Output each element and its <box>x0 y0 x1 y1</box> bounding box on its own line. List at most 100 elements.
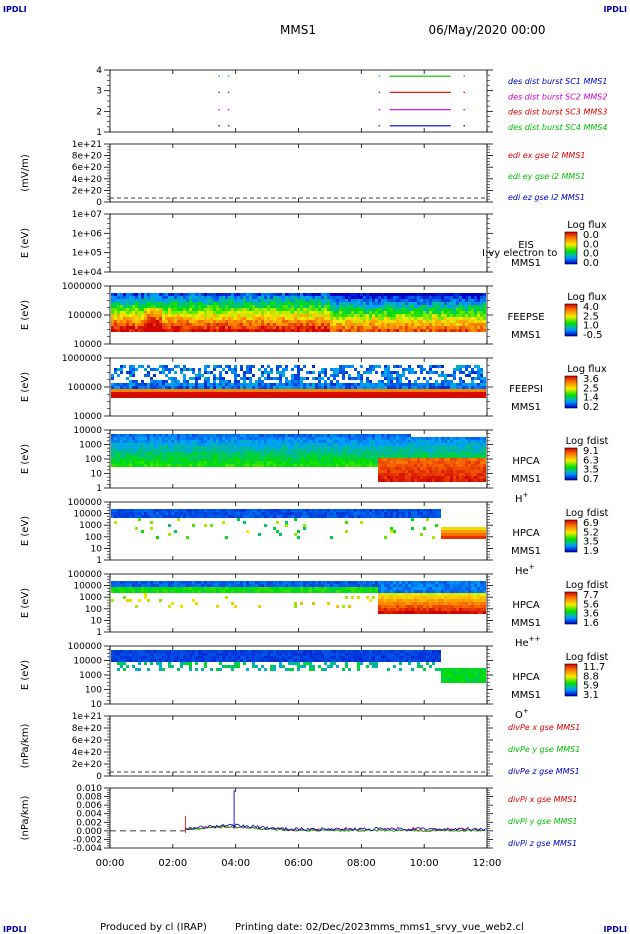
hpca-h-panel-cell <box>291 449 294 452</box>
hpca-he-panel-cell <box>192 512 195 515</box>
feepse-panel-cell <box>237 314 240 317</box>
feepse-panel-cell <box>111 296 114 299</box>
feepsi-panel-cell <box>423 368 426 371</box>
hpca-he-panel-cell <box>315 512 318 515</box>
feepse-panel-cell <box>399 305 402 308</box>
feepsi-panel-cell <box>480 374 483 377</box>
hpca-h-panel-cell <box>264 455 267 458</box>
feepse-panel-cell <box>141 311 144 314</box>
feepse-panel-cell <box>111 293 114 296</box>
feepsi-panel-cell <box>276 395 279 398</box>
feepsi-panel-cell <box>471 368 474 371</box>
hpca-h-panel-cell <box>195 443 198 446</box>
hpca-h-panel-cell <box>123 434 126 437</box>
hpca-h-panel-cell <box>309 452 312 455</box>
feepsi-panel-cell <box>183 365 186 368</box>
feepse-panel-cell <box>402 320 405 323</box>
hpca-he-panel-cell <box>288 515 291 518</box>
hpca-h-panel-cell <box>201 461 204 464</box>
feepse-panel-cell <box>468 320 471 323</box>
feepse-panel-cell <box>360 329 363 332</box>
hpca-he-panel-cell <box>390 509 393 512</box>
hpca-h-panel-cell <box>291 446 294 449</box>
feepsi-panel-cell <box>141 386 144 389</box>
feepse-panel-cell <box>156 296 159 299</box>
hpca-h-panel-cell <box>447 473 450 476</box>
feepse-panel-cell <box>471 323 474 326</box>
hpca-h-panel-cell <box>339 446 342 449</box>
feepsi-panel-cell <box>213 377 216 380</box>
feepse-panel-cell <box>309 317 312 320</box>
feepsi-panel-cell <box>447 392 450 395</box>
hpca-h-panel-cell <box>429 464 432 467</box>
edi-panel-ylabel: (mV/m) <box>20 154 31 192</box>
hpca-h-panel-cell <box>447 476 450 479</box>
hpca-h-panel-cell <box>249 458 252 461</box>
feepsi-panel-cell <box>372 386 375 389</box>
hpca-h-panel-cell <box>366 449 369 452</box>
hpca-h-panel-cell <box>180 461 183 464</box>
feepsi-panel-cell <box>141 389 144 392</box>
feepse-panel-cell <box>444 305 447 308</box>
hpca-h-panel-cell <box>258 446 261 449</box>
feepse-panel-cell <box>207 308 210 311</box>
feepsi-panel-cell <box>285 383 288 386</box>
feepse-panel-cell <box>243 305 246 308</box>
feepsi-panel-cell <box>381 389 384 392</box>
hpca-h-panel-cell <box>237 458 240 461</box>
hpca-he-panel-cell <box>138 509 141 512</box>
hpca-h-panel-cell <box>378 479 381 482</box>
hpca-h-panel-cell <box>177 461 180 464</box>
feepsi-panel-cell <box>141 380 144 383</box>
hpca-he-panel-cell <box>228 509 231 512</box>
hpca-he-panel-cell <box>264 515 267 518</box>
feepse-panel-cell <box>282 329 285 332</box>
feepsi-panel-cell <box>471 380 474 383</box>
feepse-panel-cell <box>204 293 207 296</box>
feepse-panel-cell <box>213 320 216 323</box>
feepse-panel-cell <box>183 311 186 314</box>
feepse-panel-cell <box>381 296 384 299</box>
hpca-he-panel-cell <box>165 509 168 512</box>
hpca-h-panel-cell <box>357 449 360 452</box>
hpca-h-panel-cell <box>420 464 423 467</box>
feepse-panel-cell <box>303 311 306 314</box>
feepse-panel-cell <box>438 317 441 320</box>
feepse-panel-cell <box>234 320 237 323</box>
feepsi-panel-cell <box>117 395 120 398</box>
feepse-panel-cell <box>138 305 141 308</box>
feepsi-panel-cell <box>246 383 249 386</box>
feepsi-panel-cell <box>342 377 345 380</box>
hpca-h-panel-cell <box>372 458 375 461</box>
hpca-h-panel-cell <box>387 434 390 437</box>
feepse-panel-cell <box>225 308 228 311</box>
feepsi-panel-cell <box>303 383 306 386</box>
feepse-panel-cell <box>447 329 450 332</box>
feepsi-panel-cell <box>414 389 417 392</box>
feepsi-panel-cell <box>312 395 315 398</box>
hpca-h-panel-cell <box>330 440 333 443</box>
feepse-panel-cell <box>453 329 456 332</box>
feepse-panel-cell <box>174 317 177 320</box>
hpca-h-panel-cell <box>414 455 417 458</box>
feepse-panel-cell <box>162 299 165 302</box>
hpca-h-panel-cell <box>459 437 462 440</box>
feepse-panel-cell <box>450 323 453 326</box>
hpca-h-panel-cell <box>222 449 225 452</box>
feepse-panel-cell <box>381 329 384 332</box>
feepsi-panel-cell <box>180 389 183 392</box>
feepse-panel-cell <box>402 311 405 314</box>
feepse-panel-colorbar-tick: 2.5 <box>583 311 599 322</box>
feepsi-panel-cell <box>177 365 180 368</box>
hpca-h-panel-cell <box>396 470 399 473</box>
feepse-panel-cell <box>195 317 198 320</box>
hpca-he-panel-cell <box>303 512 306 515</box>
feepse-panel-cell <box>390 302 393 305</box>
hpca-h-panel-cell <box>270 434 273 437</box>
feepse-panel-cell <box>351 308 354 311</box>
feepse-panel-cell <box>174 311 177 314</box>
hpca-he-panel-cell <box>378 515 381 518</box>
hpca-h-panel-cell <box>156 455 159 458</box>
hpca-h-panel-cell <box>156 434 159 437</box>
hpca-h-panel-cell <box>159 461 162 464</box>
